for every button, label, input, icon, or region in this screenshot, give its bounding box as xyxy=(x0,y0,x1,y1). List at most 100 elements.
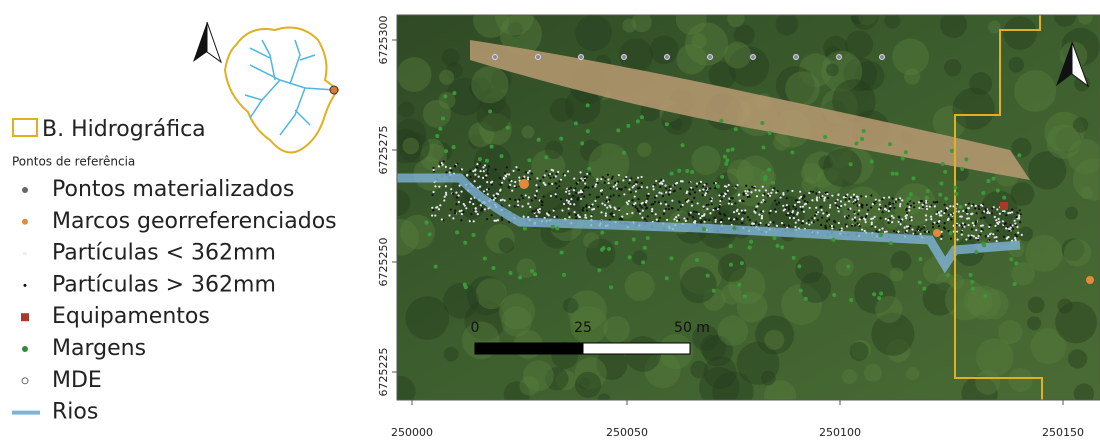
margin-point xyxy=(740,261,744,265)
y-tick-label: 6725225 xyxy=(377,348,390,397)
particle xyxy=(541,204,543,206)
margin-point xyxy=(485,159,489,163)
particle xyxy=(480,209,482,211)
particle xyxy=(493,194,495,196)
mde-point xyxy=(493,55,498,60)
particle xyxy=(432,167,434,169)
particle xyxy=(897,198,899,200)
particle xyxy=(497,219,499,221)
particle xyxy=(621,216,623,218)
particle xyxy=(635,183,637,185)
particle xyxy=(702,185,704,187)
particle xyxy=(573,211,575,213)
particle xyxy=(792,205,794,207)
legend-label: Margens xyxy=(52,336,146,361)
particle xyxy=(677,209,679,211)
particle xyxy=(925,219,927,221)
particle xyxy=(865,215,867,217)
particle xyxy=(482,166,484,168)
particle xyxy=(978,205,980,207)
y-tick-label: 6725275 xyxy=(377,126,390,175)
canopy xyxy=(499,293,535,329)
particle xyxy=(669,186,671,188)
margin-point xyxy=(763,177,767,181)
canopy xyxy=(473,2,509,38)
particle xyxy=(659,217,661,219)
particle xyxy=(742,211,744,213)
margin-point xyxy=(860,137,864,141)
particle xyxy=(975,229,977,231)
margin-point xyxy=(891,172,895,176)
legend-label: MDE xyxy=(52,368,102,393)
margin-point xyxy=(533,272,537,276)
canopy xyxy=(718,315,748,345)
particle xyxy=(965,210,967,212)
particle xyxy=(548,211,550,213)
particle xyxy=(826,215,828,217)
particle xyxy=(738,194,740,196)
particle xyxy=(864,219,866,221)
canopy xyxy=(1047,125,1081,159)
particle xyxy=(699,217,701,219)
particle xyxy=(508,204,510,206)
margin-point xyxy=(919,257,923,261)
particle xyxy=(795,199,797,201)
particle xyxy=(941,235,943,237)
particle xyxy=(568,216,570,218)
particle xyxy=(613,194,615,196)
particle xyxy=(545,170,547,172)
particle xyxy=(925,202,927,204)
scale-label: 25 xyxy=(574,320,592,336)
margin-point xyxy=(771,181,775,185)
particle xyxy=(442,164,444,166)
particle xyxy=(776,203,778,205)
particle xyxy=(642,202,644,204)
particle xyxy=(484,164,486,166)
particle xyxy=(1003,236,1005,238)
particle xyxy=(744,209,746,211)
particle xyxy=(484,208,486,210)
particle xyxy=(985,235,987,237)
particle xyxy=(968,217,970,219)
particle xyxy=(814,214,816,216)
particle xyxy=(658,192,660,194)
margin-point xyxy=(974,250,978,254)
particle xyxy=(669,191,671,193)
particle xyxy=(556,216,558,218)
particle xyxy=(631,199,633,201)
margin-point xyxy=(719,119,723,123)
canopy xyxy=(1064,239,1091,266)
margin-point xyxy=(964,157,968,161)
particle xyxy=(982,212,984,214)
margin-point xyxy=(888,142,892,146)
particle xyxy=(624,186,626,188)
margin-point xyxy=(749,240,753,244)
particle xyxy=(509,198,511,200)
particle xyxy=(761,215,763,217)
particle xyxy=(762,194,764,196)
particle xyxy=(555,196,557,198)
canopy xyxy=(691,146,720,175)
particle xyxy=(747,216,749,218)
particle xyxy=(525,171,527,173)
particle xyxy=(589,194,591,196)
particle xyxy=(864,230,866,232)
particle xyxy=(523,216,525,218)
particle xyxy=(1012,224,1014,226)
particle xyxy=(871,222,873,224)
particle xyxy=(518,199,520,201)
particle xyxy=(950,213,952,215)
particle xyxy=(628,188,630,190)
margin-point xyxy=(574,121,578,125)
margin-point xyxy=(907,197,911,201)
particle xyxy=(558,180,560,182)
particle xyxy=(582,189,584,191)
particle xyxy=(1009,224,1011,226)
particle xyxy=(718,194,720,196)
particle xyxy=(898,221,900,223)
particle xyxy=(689,193,691,195)
margin-point xyxy=(491,266,495,270)
particle xyxy=(553,210,555,212)
particle xyxy=(831,195,833,197)
particle xyxy=(646,207,648,209)
